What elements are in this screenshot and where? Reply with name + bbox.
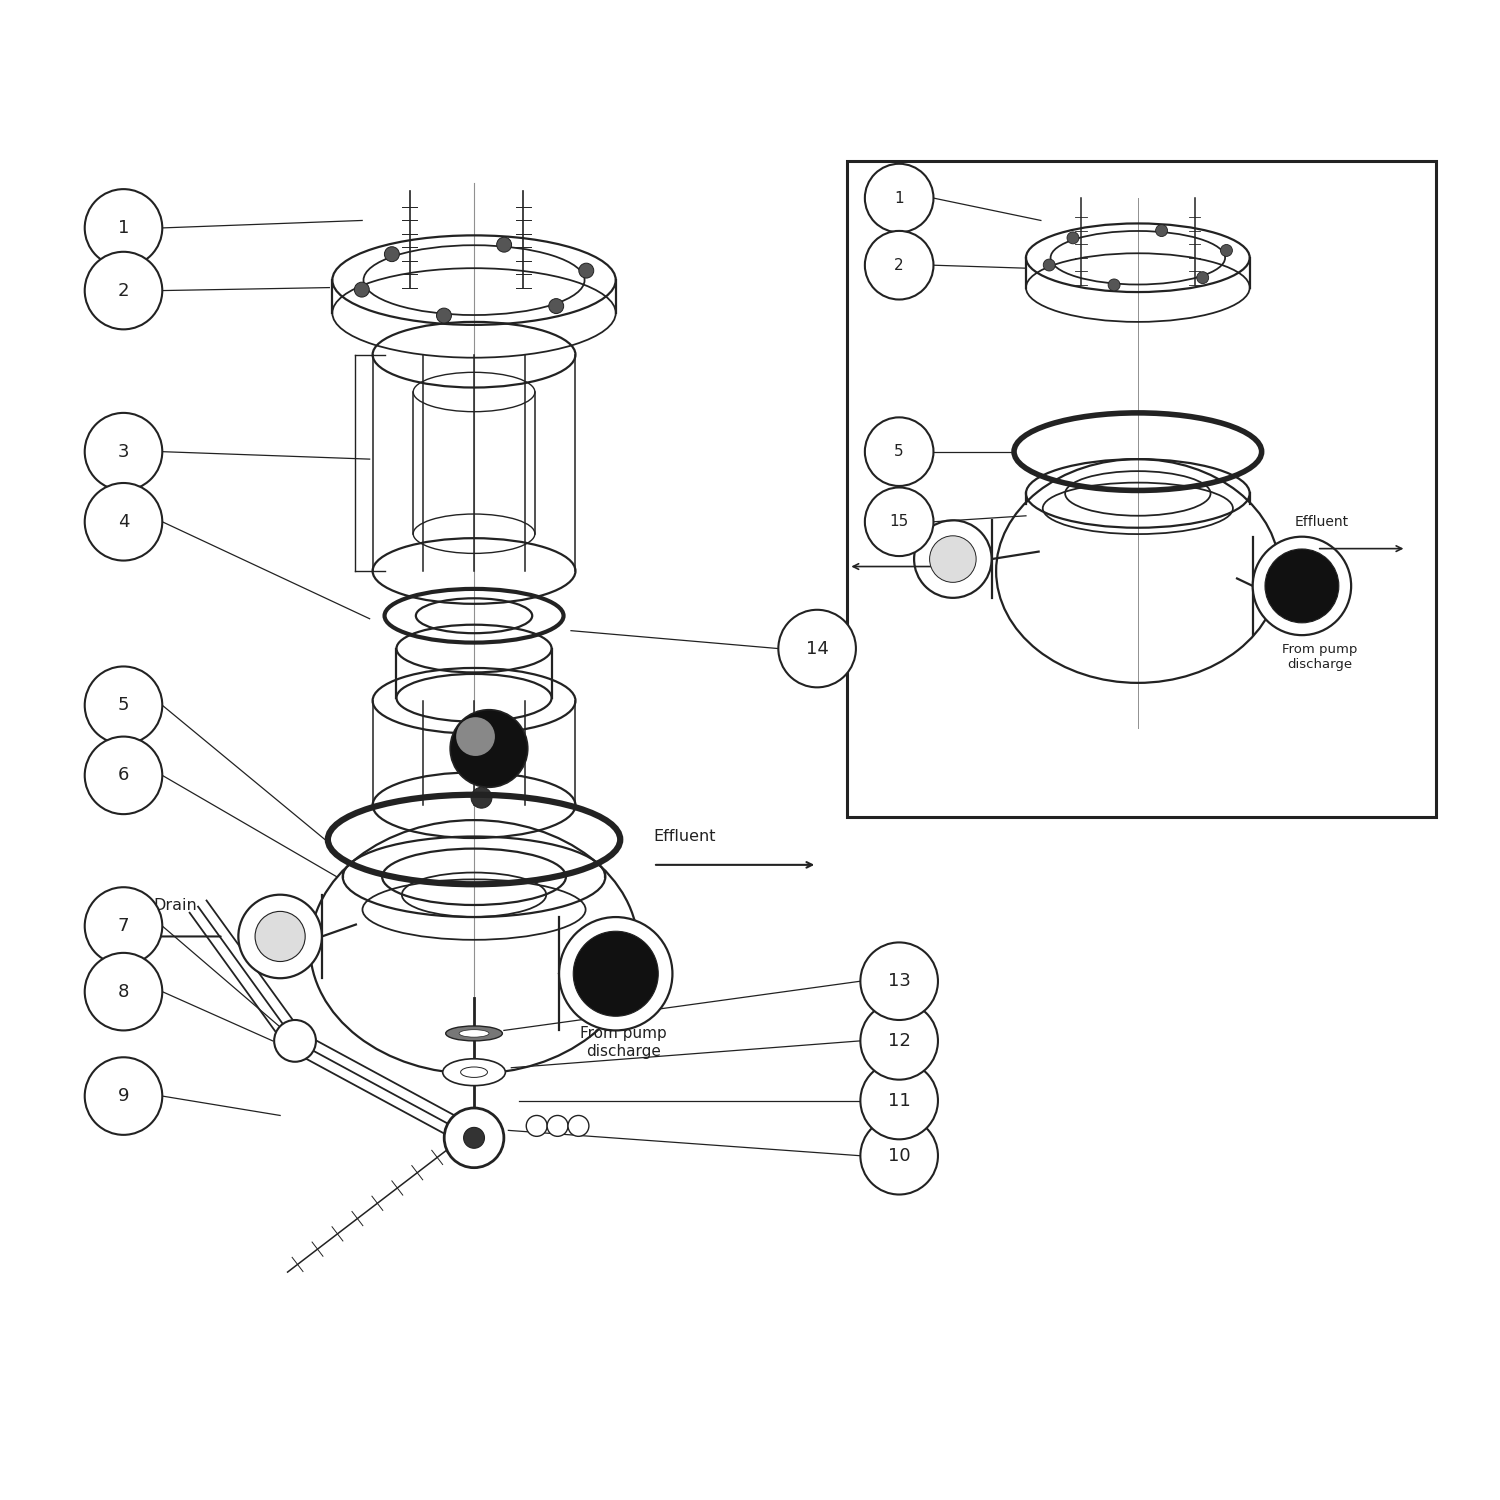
Ellipse shape	[459, 1029, 489, 1036]
Text: 7: 7	[117, 916, 129, 934]
Circle shape	[84, 666, 162, 744]
Circle shape	[84, 483, 162, 561]
Text: 4: 4	[117, 513, 129, 531]
Text: 10: 10	[888, 1146, 910, 1164]
Circle shape	[861, 942, 938, 1020]
Circle shape	[1044, 260, 1054, 272]
Circle shape	[444, 1108, 504, 1167]
Circle shape	[1066, 232, 1078, 244]
Circle shape	[548, 1116, 568, 1137]
Text: 1: 1	[894, 190, 904, 206]
Text: Effluent: Effluent	[652, 830, 716, 844]
Text: Drain: Drain	[867, 525, 904, 540]
Text: From pump
discharge: From pump discharge	[1282, 644, 1358, 670]
Text: 1: 1	[118, 219, 129, 237]
Circle shape	[930, 536, 976, 582]
Text: 9: 9	[117, 1088, 129, 1106]
Text: 2: 2	[894, 258, 904, 273]
Circle shape	[560, 916, 672, 1030]
Circle shape	[914, 520, 992, 599]
Circle shape	[1155, 225, 1167, 237]
Ellipse shape	[446, 1026, 503, 1041]
Text: From pump
discharge: From pump discharge	[580, 1026, 666, 1059]
Text: 5: 5	[117, 696, 129, 714]
Text: 14: 14	[806, 639, 828, 657]
Circle shape	[861, 1002, 938, 1080]
Circle shape	[255, 912, 304, 962]
Circle shape	[865, 488, 933, 556]
Circle shape	[471, 788, 492, 808]
Circle shape	[354, 282, 369, 297]
Circle shape	[1197, 272, 1209, 284]
Circle shape	[450, 710, 528, 788]
Circle shape	[865, 164, 933, 232]
Circle shape	[84, 736, 162, 815]
Circle shape	[568, 1116, 590, 1137]
Text: Effluent: Effluent	[1294, 516, 1348, 530]
Circle shape	[778, 610, 856, 687]
Text: 2: 2	[117, 282, 129, 300]
Text: 13: 13	[888, 972, 910, 990]
Circle shape	[84, 252, 162, 330]
Circle shape	[496, 237, 512, 252]
Text: Drain: Drain	[153, 897, 197, 912]
Circle shape	[84, 952, 162, 1030]
Ellipse shape	[460, 1066, 488, 1077]
Circle shape	[865, 231, 933, 300]
Bar	[847, 160, 1436, 818]
Circle shape	[1264, 549, 1340, 622]
Circle shape	[84, 413, 162, 491]
Text: 5: 5	[894, 444, 904, 459]
Circle shape	[526, 1116, 548, 1137]
Text: 12: 12	[888, 1032, 910, 1050]
Circle shape	[1221, 244, 1233, 256]
Circle shape	[865, 417, 933, 486]
Circle shape	[84, 886, 162, 965]
Text: 15: 15	[890, 514, 909, 529]
Text: 8: 8	[118, 982, 129, 1000]
Circle shape	[573, 932, 658, 1017]
Circle shape	[274, 1020, 316, 1062]
Text: 3: 3	[117, 442, 129, 460]
Circle shape	[861, 1062, 938, 1140]
Circle shape	[1108, 279, 1120, 291]
Text: 6: 6	[118, 766, 129, 784]
Circle shape	[549, 298, 564, 314]
Circle shape	[1252, 537, 1352, 634]
Ellipse shape	[442, 1059, 506, 1086]
Circle shape	[464, 1128, 484, 1149]
Circle shape	[436, 308, 451, 322]
Circle shape	[861, 1118, 938, 1194]
Circle shape	[84, 1058, 162, 1136]
Circle shape	[579, 262, 594, 278]
Circle shape	[84, 189, 162, 267]
Circle shape	[456, 717, 495, 756]
Circle shape	[238, 894, 322, 978]
Text: 11: 11	[888, 1092, 910, 1110]
Circle shape	[384, 246, 399, 261]
